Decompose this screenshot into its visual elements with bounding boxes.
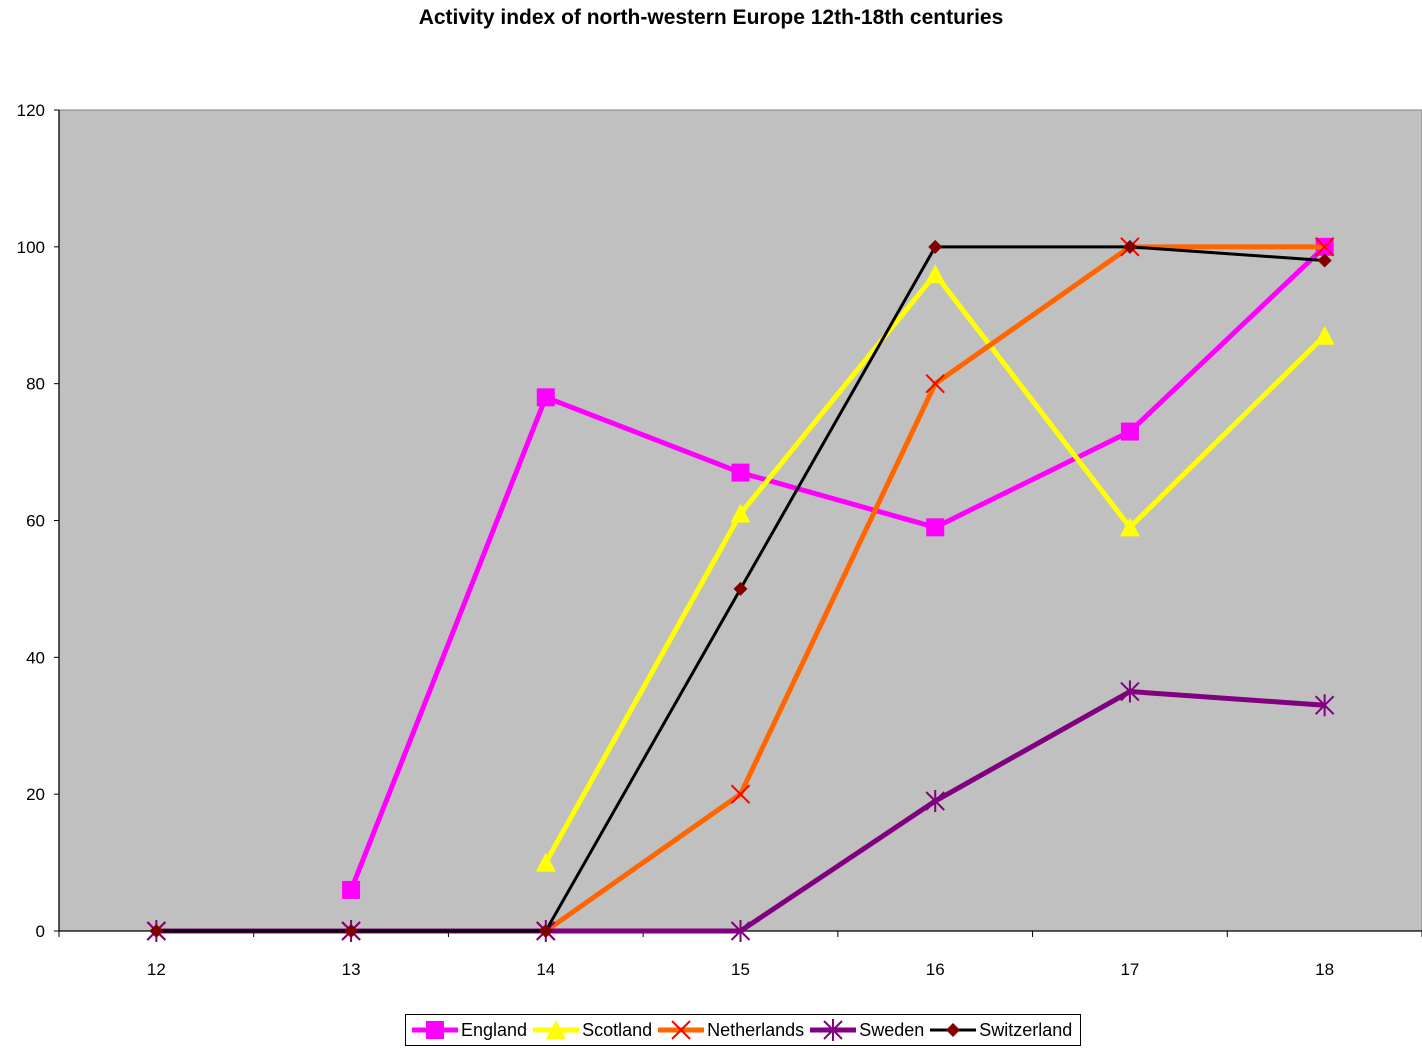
legend-label: Switzerland	[979, 1019, 1073, 1040]
legend-swatch	[412, 1021, 458, 1039]
y-tick-label: 20	[26, 785, 45, 804]
y-tick-label: 60	[26, 512, 45, 531]
x-tick-label: 16	[926, 960, 945, 979]
data-point	[536, 388, 555, 407]
series-scotland	[535, 264, 1335, 872]
x-tick-label: 14	[536, 960, 555, 979]
series-england	[342, 237, 1334, 899]
x-tick-label: 17	[1120, 960, 1139, 979]
data-point	[823, 1019, 843, 1041]
legend-swatch	[810, 1019, 857, 1041]
axes: 0 20 40 60 80 100 120 12 13 14 15 16 17 18	[17, 101, 1422, 979]
data-point	[928, 239, 943, 254]
data-point	[1122, 239, 1137, 254]
data-point	[1314, 237, 1335, 257]
data-point	[671, 1020, 691, 1040]
data-point	[426, 1021, 444, 1039]
data-point	[1119, 517, 1140, 537]
data-point	[925, 373, 945, 394]
x-tick-label: 18	[1315, 960, 1334, 979]
y-tick-label: 0	[36, 922, 45, 941]
data-point	[1317, 253, 1332, 268]
legend-item: Sweden	[808, 1019, 924, 1041]
x-tick-label: 15	[731, 960, 750, 979]
data-point	[730, 784, 751, 804]
x-tick-label: 12	[147, 960, 166, 979]
data-point	[946, 1023, 961, 1037]
y-tick-label: 120	[17, 101, 45, 120]
data-point	[733, 581, 748, 596]
legend-item: Netherlands	[656, 1019, 804, 1041]
y-tick-label: 40	[26, 648, 45, 667]
legend-swatch	[930, 1023, 977, 1037]
chart-plot: 0 20 40 60 80 100 120 12 13 14 15 16 17 18	[17, 101, 1422, 979]
data-point	[1314, 325, 1335, 345]
legend-label: Scotland	[582, 1019, 653, 1040]
legend-item: Switzerland	[928, 1019, 1072, 1041]
data-point	[538, 924, 553, 938]
series-layer	[146, 237, 1335, 942]
series-line	[348, 245, 1327, 891]
legend-item: England	[410, 1019, 527, 1041]
data-point	[925, 790, 945, 813]
series-switzerland	[149, 239, 1332, 938]
legend: England Scotland Netherlands Sweden Switzerl…	[405, 1014, 1082, 1046]
data-point	[926, 518, 945, 537]
data-point	[535, 852, 556, 872]
data-point	[1120, 422, 1139, 441]
y-tick-label: 80	[26, 375, 45, 394]
legend-label: Netherlands	[707, 1019, 805, 1040]
chart-title: Activity index of north-western Europe 1…	[418, 6, 1004, 29]
x-tick-label: 13	[342, 960, 361, 979]
data-point	[1314, 694, 1335, 717]
data-point	[546, 1020, 567, 1039]
data-point	[731, 463, 750, 482]
data-point	[344, 924, 359, 938]
data-point	[730, 920, 751, 942]
data-point	[1120, 680, 1140, 703]
data-point	[730, 503, 751, 523]
legend-label: Sweden	[859, 1019, 925, 1040]
legend-label: England	[461, 1019, 528, 1040]
legend-item: Scotland	[531, 1019, 652, 1041]
data-point	[149, 924, 164, 938]
legend-swatch	[658, 1020, 705, 1040]
data-point	[342, 880, 361, 899]
legend-swatch	[533, 1020, 580, 1039]
y-tick-label: 100	[17, 238, 45, 257]
data-point	[925, 264, 946, 284]
